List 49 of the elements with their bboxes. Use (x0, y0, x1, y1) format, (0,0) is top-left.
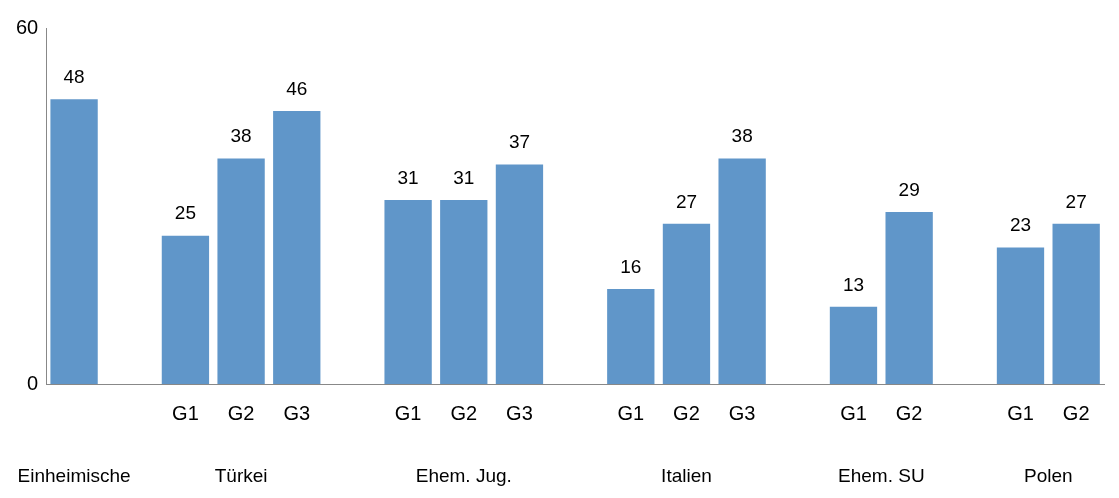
text: Einheimische (17, 464, 131, 486)
x-tick-label: G1 (617, 401, 645, 424)
data-label: 29 (898, 178, 920, 200)
x-tick-label: G1 (1007, 401, 1034, 424)
data-label: 16 (620, 255, 642, 277)
text: Türkei (214, 464, 268, 486)
data-label: 48 (63, 65, 85, 87)
bar (217, 158, 265, 384)
x-tick-label: G1 (840, 401, 867, 424)
y-tick-label: 0 (27, 371, 39, 394)
bar (273, 111, 321, 384)
bar (607, 289, 655, 384)
text: Ehem. Jug. (415, 464, 512, 486)
x-tick-label: G2 (1062, 401, 1090, 424)
bar (885, 211, 933, 384)
bar (829, 306, 878, 384)
data-label: 31 (397, 166, 419, 188)
bar (495, 164, 544, 384)
bar (996, 247, 1045, 384)
bar (1052, 223, 1100, 384)
bar (384, 200, 432, 384)
data-label: 23 (1009, 214, 1032, 236)
data-label: 13 (842, 273, 865, 295)
text: Ehem. SU (838, 464, 925, 486)
x-tick-label: G2 (227, 401, 255, 424)
data-label: 27 (675, 190, 698, 212)
x-tick-label: G3 (728, 401, 756, 424)
bar (662, 223, 711, 384)
data-label: 27 (1065, 190, 1087, 212)
bar (161, 235, 210, 384)
x-tick-label: G3 (283, 401, 311, 424)
x-tick-label: G2 (450, 401, 478, 424)
data-label: 31 (453, 166, 475, 188)
text: Polen (1024, 464, 1073, 486)
x-tick-label: G2 (895, 401, 923, 424)
bar (440, 200, 488, 384)
data-label: 38 (731, 125, 753, 147)
x-tick-label: G2 (673, 401, 700, 424)
data-label: 25 (174, 202, 196, 224)
bar (50, 99, 98, 384)
data-label: 38 (230, 125, 252, 147)
y-tick-label: 60 (16, 15, 39, 38)
bar (718, 158, 766, 384)
data-label: 46 (286, 77, 308, 99)
x-tick-label: G1 (394, 401, 422, 424)
data-label: 37 (508, 131, 531, 153)
x-tick-label: G3 (506, 401, 533, 424)
x-tick-label: G1 (172, 401, 199, 424)
text: Italien (661, 464, 712, 486)
